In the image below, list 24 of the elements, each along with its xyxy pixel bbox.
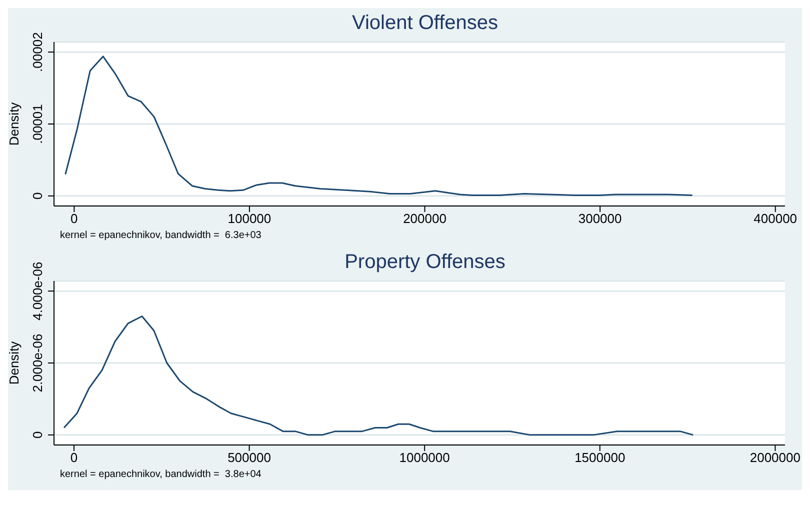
x-tick-label: 500000 [228,450,271,466]
y-tick-label: 0 [30,431,45,439]
x-tick-label: 1500000 [574,450,626,466]
x-tick-label: 200000 [403,211,446,226]
x-tick-label: 0 [70,450,78,466]
y-tick-label: .00002 [30,32,45,72]
x-tick-label: 400000 [754,211,798,226]
y-axis-title: Density [6,340,22,385]
x-tick-label: 2000000 [750,450,800,466]
x-tick-label: 300000 [578,211,622,226]
x-tick-label: 0 [70,211,78,226]
line-series [64,56,694,196]
x-tick-label: 100000 [228,211,272,226]
chart-title: Property Offenses [344,251,506,274]
text: kernel = epanechnikov, bandwidth = 6.3e+03 [59,230,262,241]
chart-title: Violent Offenses [350,12,500,35]
x-tick-label: 1000000 [399,450,450,466]
line-series [63,315,694,436]
y-axis-title: Density [6,102,22,146]
y-tick-label: .00001 [30,104,45,144]
text: kernel = epanechnikov, bandwidth = 3.8e+04 [59,469,262,480]
y-tick-label: 2.000e-06 [30,334,45,392]
y-tick-label: 4.000e-06 [30,262,45,320]
y-tick-label: 0 [30,192,45,200]
